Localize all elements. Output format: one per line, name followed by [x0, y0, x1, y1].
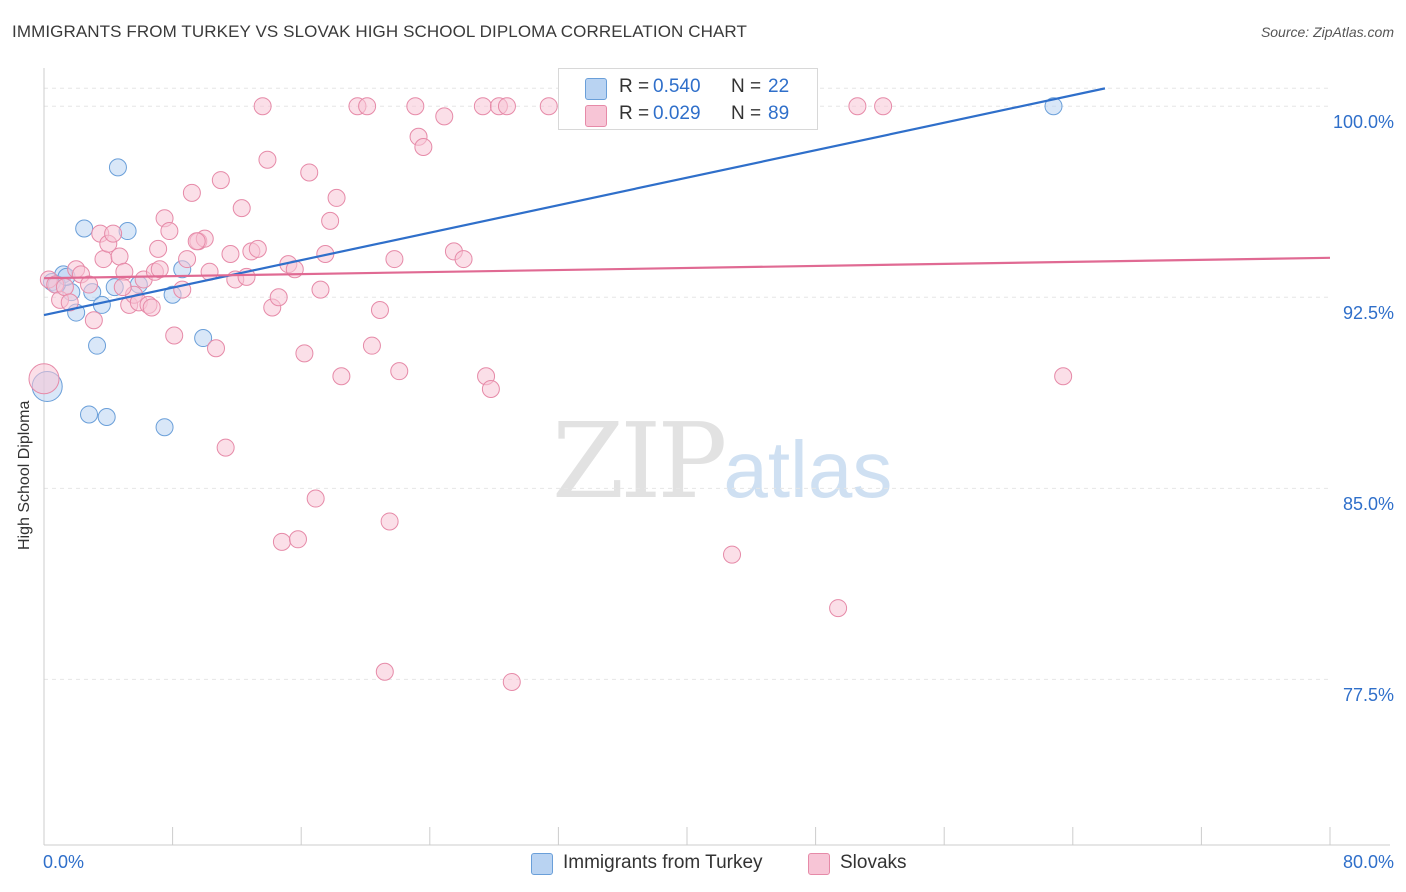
slovak-point: [248, 239, 267, 258]
points-layer: [28, 97, 1073, 691]
turkey-point: [1044, 97, 1063, 116]
slovak-point: [272, 532, 291, 551]
legend-n-value-turkey: 22: [768, 76, 790, 97]
slovak-point: [454, 250, 473, 269]
bottom-legend-label-slovaks: Slovaks: [840, 852, 907, 873]
slovak-point: [60, 293, 79, 312]
bottom-legend-swatch-slovaks: [808, 853, 830, 875]
slovak-point: [295, 344, 314, 363]
slovak-point: [385, 250, 404, 269]
slovak-point: [182, 183, 201, 202]
turkey-point: [194, 329, 213, 348]
watermark-atlas: atlas: [723, 425, 893, 514]
slovak-point: [723, 545, 742, 564]
axes: [43, 68, 1390, 846]
y-tick-label: 100.0%: [1332, 112, 1394, 133]
slovak-point: [435, 107, 454, 126]
slovak-point: [104, 224, 123, 243]
legend-r-value-turkey: 0.540: [653, 76, 701, 97]
slovak-point: [375, 662, 394, 681]
slovak-point: [300, 163, 319, 182]
slovak-point: [358, 97, 377, 116]
slovak-point: [502, 672, 521, 691]
correlation-legend: R = 0.540 N = 22 R = 0.029 N = 89: [558, 68, 818, 130]
slovak-point: [473, 97, 492, 116]
slovak-point: [370, 301, 389, 320]
slovak-point: [269, 288, 288, 307]
slovak-point: [481, 379, 500, 398]
turkey-point: [155, 418, 174, 437]
slovak-point: [253, 97, 272, 116]
slovak-point: [539, 97, 558, 116]
watermark: ZIPatlas: [552, 400, 892, 522]
turkey-point: [88, 336, 107, 355]
slovak-point: [165, 326, 184, 345]
legend-swatch-slovaks: [585, 105, 607, 127]
turkey-point: [80, 405, 99, 424]
turkey-point: [97, 408, 116, 427]
y-tick-label: 77.5%: [1342, 685, 1394, 706]
slovak-point: [327, 188, 346, 207]
slovak-point: [80, 275, 99, 294]
x-tick-max: 80.0%: [1342, 852, 1394, 872]
slovak-point: [414, 137, 433, 156]
x-tick-min: 0.0%: [43, 852, 85, 872]
trend-lines: [43, 87, 1331, 317]
slovak-point: [94, 250, 113, 269]
source-credit: Source: ZipAtlas.com: [1260, 24, 1394, 40]
slovak-point: [332, 367, 351, 386]
legend-r-value-slovaks: 0.029: [653, 103, 701, 124]
slovak-point: [84, 311, 103, 330]
slovak-point: [288, 530, 307, 549]
legend-n-label: N =: [731, 76, 762, 97]
bottom-legend-label-turkey: Immigrants from Turkey: [563, 852, 763, 873]
slovak-point: [232, 199, 251, 218]
slovak-point: [406, 97, 425, 116]
slovak-point: [497, 97, 516, 116]
y-tick-label: 85.0%: [1342, 494, 1394, 515]
legend-swatch-turkey: [585, 78, 607, 100]
slovak-point: [1054, 367, 1073, 386]
slovak-point: [149, 239, 168, 258]
chart-title: IMMIGRANTS FROM TURKEY VS SLOVAK HIGH SC…: [12, 22, 747, 41]
slovak-point: [113, 278, 132, 297]
slovak-point: [362, 336, 381, 355]
slovak-point: [221, 244, 240, 263]
slovak-point: [211, 171, 230, 190]
legend-n-value-slovaks: 89: [768, 103, 790, 124]
legend-r-label: R =: [619, 76, 650, 97]
slovak-point: [178, 250, 197, 269]
watermark-zip: ZIP: [552, 400, 727, 522]
slovak-point: [306, 489, 325, 508]
slovak-point: [150, 260, 169, 279]
slovak-point: [160, 222, 179, 241]
slovak-point: [142, 298, 161, 317]
slovak-point: [829, 599, 848, 618]
legend-r-label: R =: [619, 103, 650, 124]
slovak-point: [380, 512, 399, 531]
turkey-point: [75, 219, 94, 238]
slovak-point: [874, 97, 893, 116]
slovak-point: [258, 150, 277, 169]
y-tick-label: 92.5%: [1342, 303, 1394, 324]
slovak-point: [55, 278, 74, 297]
slovak-trend-line: [43, 256, 1331, 280]
slovak-point: [321, 211, 340, 230]
slovak-point: [390, 362, 409, 381]
slovak-point: [848, 97, 867, 116]
slovak-point: [187, 232, 206, 251]
slovak-point: [207, 339, 226, 358]
turkey-point: [108, 158, 127, 177]
turkey-trend-line: [43, 87, 1106, 317]
bottom-legend-swatch-turkey: [531, 853, 553, 875]
slovak-point: [311, 280, 330, 299]
legend-n-label: N =: [731, 103, 762, 124]
slovak-point: [110, 247, 129, 266]
slovak-point: [216, 438, 235, 457]
slovak-point: [28, 363, 60, 395]
